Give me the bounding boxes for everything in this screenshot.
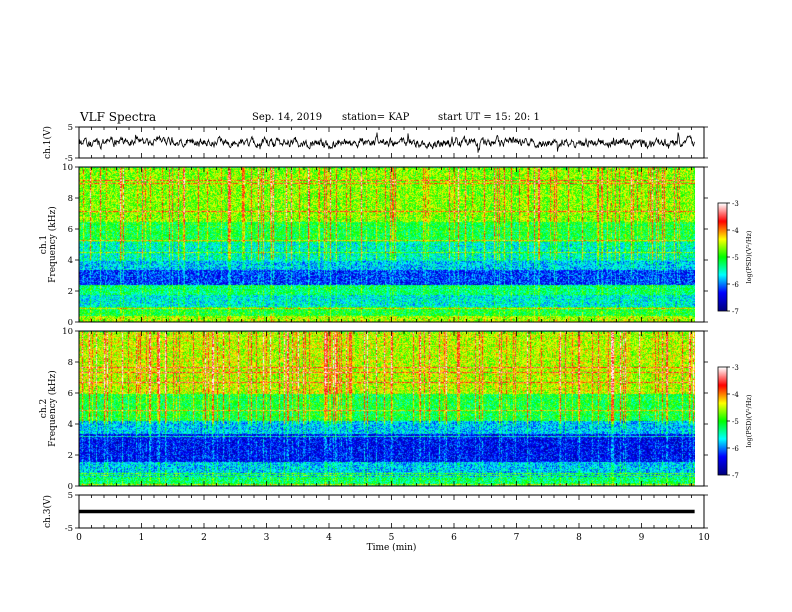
x-tick-label: 3	[264, 533, 270, 543]
colorbar-tick-label: -6	[732, 281, 739, 289]
chart-title: VLF Spectra	[80, 110, 157, 124]
ch2-spectrogram-colorbar-label: log(PSD)(V²/Hz)	[745, 394, 753, 447]
colorbar-tick-label: -3	[732, 364, 739, 372]
y-tick-label: 2	[68, 451, 73, 461]
ch1-spectrogram-ylabel: ch.1	[39, 235, 49, 254]
colorbar-tick-label: -4	[732, 227, 739, 235]
colorbar-tick-label: -5	[732, 418, 739, 426]
y-tick-label: -5	[65, 154, 73, 164]
x-tick-label: 5	[389, 533, 395, 543]
y-tick-label: -5	[65, 524, 73, 534]
y-tick-label: 5	[68, 123, 73, 133]
x-tick-label: 9	[639, 533, 645, 543]
x-tick-label: 7	[514, 533, 520, 543]
x-tick-label: 1	[139, 533, 145, 543]
x-tick-label: 10	[698, 533, 710, 543]
y-tick-label: 8	[68, 194, 73, 204]
ch1-spectrogram-colorbar-label: log(PSD)(V²/Hz)	[745, 230, 753, 283]
colorbar-tick-label: -6	[732, 445, 739, 453]
colorbar-tick-label: -7	[732, 308, 739, 316]
y-tick-label: 4	[68, 420, 73, 430]
y-tick-label: 10	[62, 327, 73, 337]
y-tick-label: 8	[68, 358, 73, 368]
ch2-spectrogram-ylabel: Frequency (kHz)	[47, 370, 58, 447]
x-axis-label: Time (min)	[367, 542, 417, 553]
y-tick-label: 6	[68, 225, 73, 235]
ch3-waveform-ylabel: ch.3(V)	[42, 495, 53, 528]
station-label: station= KAP	[342, 112, 410, 123]
start-time-label: start UT = 15: 20: 1	[438, 112, 540, 123]
x-tick-label: 6	[451, 533, 457, 543]
y-tick-label: 4	[68, 256, 73, 266]
colorbar-tick-label: -4	[732, 391, 739, 399]
colorbar-tick-label: -7	[732, 472, 739, 480]
date-label: Sep. 14, 2019	[252, 112, 323, 123]
ch2-spectrogram-colorbar	[718, 367, 727, 475]
y-tick-label: 0	[68, 482, 73, 492]
x-tick-label: 0	[76, 533, 82, 543]
y-tick-label: 6	[68, 389, 73, 399]
ch1-waveform-ylabel: ch.1(V)	[42, 126, 53, 159]
ch1-spectrogram-colorbar	[718, 203, 727, 311]
ch2-spectrogram-image	[79, 331, 695, 486]
y-tick-label: 2	[68, 287, 73, 297]
y-tick-label: 0	[68, 318, 73, 328]
ch1-spectrogram-image	[79, 167, 695, 322]
x-tick-label: 4	[326, 533, 332, 543]
ch2-spectrogram-ylabel: ch.2	[39, 399, 49, 418]
x-tick-label: 2	[201, 533, 207, 543]
y-tick-label: 10	[62, 163, 73, 173]
colorbar-tick-label: -5	[732, 254, 739, 262]
y-tick-label: 5	[68, 491, 73, 501]
colorbar-tick-label: -3	[732, 200, 739, 208]
x-tick-label: 8	[576, 533, 582, 543]
ch1-spectrogram-ylabel: Frequency (kHz)	[47, 206, 58, 283]
ch1-waveform-trace	[78, 132, 695, 153]
